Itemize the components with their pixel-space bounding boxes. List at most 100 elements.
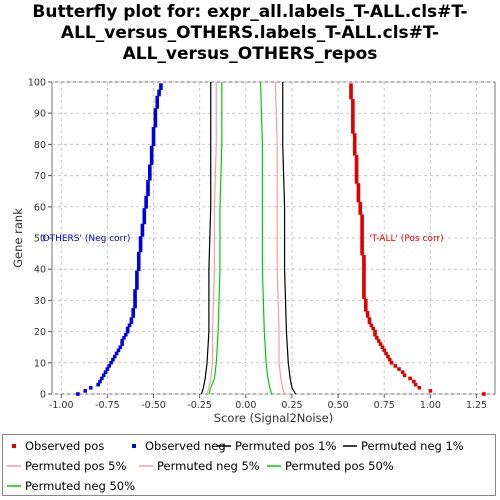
data-point-observed-neg: [131, 311, 136, 315]
legend-label: Permuted neg 50%: [25, 479, 136, 493]
data-point-observed-pos: [351, 130, 355, 134]
data-point-observed-pos: [365, 311, 370, 315]
data-point-observed-neg: [138, 245, 143, 250]
x-tick-label: 1.25: [466, 400, 487, 411]
data-point-observed-neg: [155, 105, 160, 109]
legend-swatch: [139, 465, 153, 467]
data-point-observed-pos: [397, 367, 401, 371]
data-point-observed-pos: [354, 180, 359, 184]
data-point-observed-pos: [384, 351, 388, 356]
data-point-observed-neg: [138, 242, 143, 247]
data-point-observed-pos: [351, 127, 355, 131]
data-point-observed-pos: [362, 267, 366, 271]
data-point-observed-neg: [135, 276, 139, 281]
data-point-observed-neg: [148, 176, 152, 181]
legend-label: Observed neg: [145, 439, 226, 453]
data-point-observed-neg: [101, 373, 106, 378]
y-tick-label: 30: [34, 296, 46, 307]
data-point-observed-neg: [148, 167, 152, 172]
legend-swatch: [132, 444, 136, 448]
data-point-observed-pos: [351, 108, 355, 112]
data-point-observed-neg: [138, 239, 143, 243]
data-point-observed-pos: [362, 261, 366, 265]
data-point-observed-neg: [135, 273, 139, 278]
data-point-observed-neg: [135, 283, 139, 287]
data-point-observed-pos: [349, 83, 353, 87]
data-point-observed-neg: [98, 379, 102, 384]
data-point-observed-neg: [148, 164, 152, 169]
data-point-observed-pos: [360, 251, 364, 256]
x-axis-label: Score (Signal2Noise): [214, 411, 333, 425]
data-point-observed-pos: [360, 233, 364, 237]
data-point-observed-neg: [149, 145, 154, 150]
data-point-observed-pos: [354, 176, 359, 181]
data-point-observed-pos: [371, 326, 375, 331]
data-point-observed-neg: [136, 254, 141, 259]
series-line-permuted-neg-1: [200, 82, 212, 395]
data-point-observed-pos: [382, 348, 387, 353]
data-point-observed-neg: [146, 180, 150, 184]
data-point-observed-pos: [354, 158, 359, 162]
data-point-observed-neg: [122, 336, 126, 340]
data-point-observed-neg: [83, 389, 88, 393]
data-point-observed-pos: [360, 245, 364, 250]
data-point-observed-neg: [120, 339, 124, 343]
data-point-observed-pos: [375, 336, 379, 340]
data-point-observed-pos: [402, 373, 407, 378]
data-point-observed-pos: [356, 186, 361, 190]
y-tick-label: 50: [34, 234, 46, 245]
x-tick-label: 0.00: [235, 400, 256, 411]
legend-label: Permuted pos 5%: [25, 459, 127, 473]
data-point-observed-neg: [151, 130, 156, 134]
data-point-observed-pos: [351, 102, 355, 106]
chart-title-line-3: ALL_versus_OTHERS_repos: [122, 44, 378, 64]
data-point-observed-pos: [365, 314, 370, 318]
data-point-observed-neg: [136, 261, 141, 265]
data-point-observed-neg: [149, 148, 154, 153]
data-point-observed-neg: [125, 326, 130, 331]
data-point-observed-neg: [138, 236, 143, 240]
y-tick-label: 40: [34, 265, 46, 276]
data-point-observed-pos: [360, 242, 364, 247]
data-point-observed-neg: [105, 367, 110, 371]
data-point-observed-neg: [146, 192, 150, 197]
data-point-observed-neg: [144, 205, 148, 209]
data-point-observed-neg: [135, 286, 139, 290]
data-point-observed-pos: [360, 220, 364, 225]
butterfly-plot: -1.00 -0.75 -0.50 -0.25 0.00 0.25 0.50 0.75 1.00…: [11, 78, 496, 425]
data-point-observed-pos: [413, 382, 418, 387]
legend-swatch: [12, 444, 16, 448]
data-point-observed-pos: [354, 167, 359, 172]
data-point-observed-neg: [153, 120, 158, 125]
data-point-observed-neg: [142, 214, 147, 218]
data-point-observed-pos: [363, 298, 368, 303]
data-point-observed-pos: [393, 364, 398, 368]
data-point-observed-pos: [360, 239, 364, 243]
data-point-observed-pos: [362, 292, 366, 296]
data-point-observed-pos: [360, 236, 364, 240]
data-point-observed-neg: [136, 264, 141, 268]
data-point-observed-pos: [360, 226, 364, 231]
data-point-observed-pos: [349, 86, 353, 91]
series-line-permuted-neg-50: [208, 82, 223, 395]
legend-swatch: [7, 485, 21, 487]
data-point-observed-pos: [367, 320, 372, 325]
data-point-observed-neg: [153, 108, 158, 112]
data-point-observed-neg: [155, 98, 160, 103]
data-point-observed-neg: [125, 329, 130, 334]
y-tick-label: 60: [34, 202, 46, 213]
data-point-observed-neg: [124, 332, 128, 337]
data-point-observed-neg: [133, 301, 137, 306]
data-point-observed-neg: [129, 317, 134, 321]
data-point-observed-neg: [129, 320, 134, 325]
data-point-observed-pos: [362, 276, 366, 281]
x-tick-label: -0.75: [95, 400, 120, 411]
chart-legend: Observed pos Observed neg Permuted pos 1% P…: [2, 434, 496, 496]
data-point-observed-neg: [140, 223, 145, 228]
data-point-observed-pos: [386, 354, 390, 359]
data-point-observed-pos: [356, 198, 361, 203]
data-point-observed-pos: [354, 161, 359, 165]
data-point-observed-neg: [133, 292, 137, 296]
series-line-permuted-pos-1: [282, 82, 297, 395]
data-point-observed-pos: [354, 173, 359, 178]
